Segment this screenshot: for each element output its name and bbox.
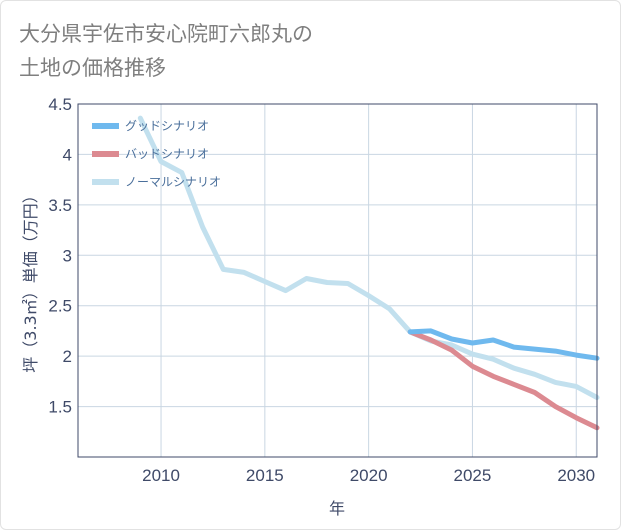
plot-area-border <box>77 103 598 458</box>
y-tick-label: 2.5 <box>48 297 72 316</box>
y-tick-label: 2 <box>63 347 72 366</box>
legend-label: ノーマルシナリオ <box>125 175 221 189</box>
y-tick-label: 1.5 <box>48 398 72 417</box>
grid-lines <box>78 104 597 457</box>
y-tick-label: 4.5 <box>48 95 72 114</box>
x-tick-label: 2025 <box>454 466 492 485</box>
series-lines <box>137 115 600 431</box>
x-tick-label: 2015 <box>246 466 284 485</box>
y-tick-label: 3 <box>63 246 72 265</box>
x-axis-label: 年 <box>329 499 345 518</box>
series-line-2 <box>407 329 600 431</box>
series-line-3 <box>137 115 600 400</box>
x-tick-label: 2010 <box>142 466 180 485</box>
y-axis-label: 坪（3.3㎡）単価（万円） <box>21 187 40 372</box>
legend-label: バッドシナリオ <box>125 147 209 161</box>
x-tick-label: 2030 <box>557 466 595 485</box>
tick-labels: 2010 2015 2020 2025 2030 1.5 2 2.5 3 3.5 4 4.5 <box>48 95 595 485</box>
y-tick-label: 4 <box>63 145 72 164</box>
y-tick-label: 3.5 <box>48 196 72 215</box>
series-line-1 <box>407 328 600 361</box>
chart-title: 大分県宇佐市安心院町六郎丸の 土地の価格推移 <box>19 17 313 85</box>
chart-title-line-1: 大分県宇佐市安心院町六郎丸の <box>19 22 313 46</box>
x-tick-label: 2020 <box>350 466 388 485</box>
legend-label: グッドシナリオ <box>125 119 209 133</box>
chart-title-line-2: 土地の価格推移 <box>19 56 166 80</box>
